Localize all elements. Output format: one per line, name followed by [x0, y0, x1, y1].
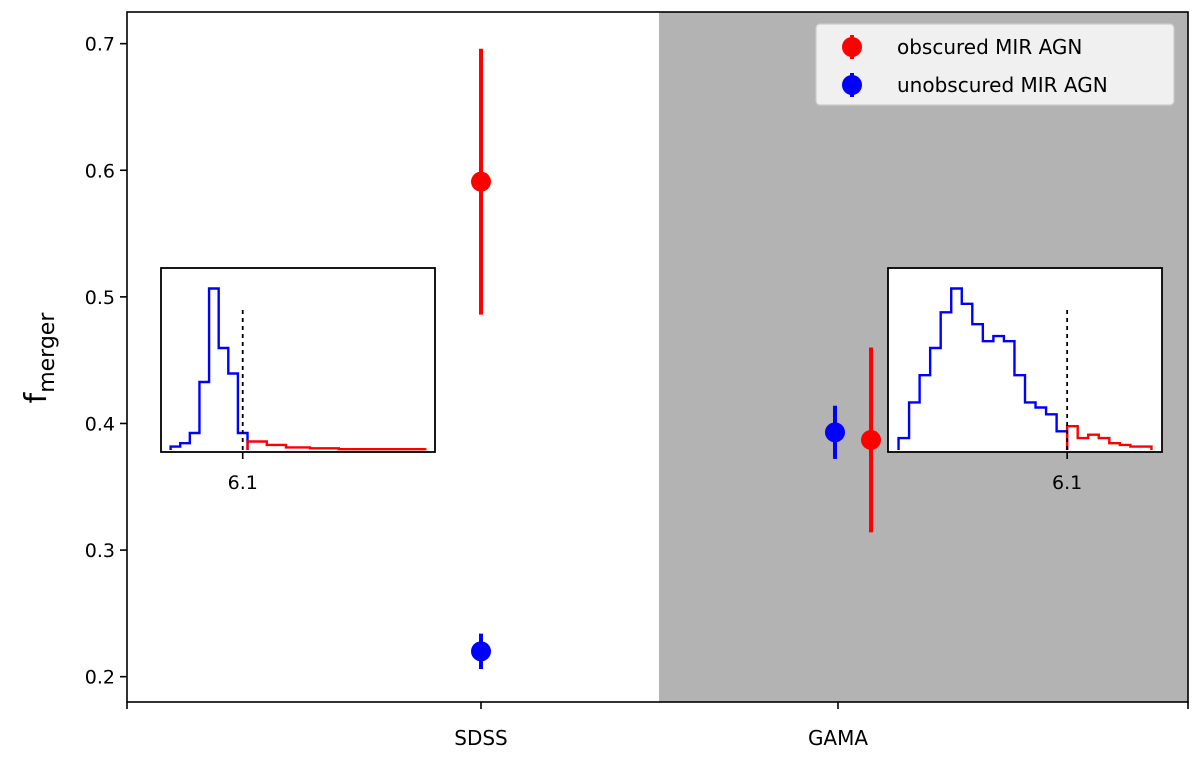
data-marks: [471, 48, 881, 670]
legend-label: unobscured MIR AGN: [897, 73, 1108, 97]
legend-box: [815, 23, 1175, 106]
y-tick-label: 0.5: [85, 287, 115, 309]
data-point: [471, 171, 491, 192]
y-tick-label: 0.6: [85, 160, 115, 182]
y-axis-label-main: f: [19, 391, 54, 403]
y-tick-label: 0.3: [85, 540, 115, 562]
plot-frame: [126, 11, 1189, 703]
data-point: [861, 429, 881, 450]
inset-blue-histogram: [897, 287, 1069, 450]
y-axis-label: fmerger: [19, 312, 60, 404]
y-tick-label: 0.2: [85, 667, 115, 689]
y-tick-label: 0.4: [85, 413, 115, 435]
inset-red-histogram: [246, 440, 427, 451]
x-axis: SDSS GAMA: [126, 702, 1189, 750]
y-axis-label-sub: merger: [35, 312, 60, 393]
inset-frame: [887, 267, 1163, 453]
legend-marker: [842, 37, 862, 57]
x-tick-label: SDSS: [454, 726, 508, 750]
legend-marker: [842, 75, 862, 95]
x-tick-label: GAMA: [808, 726, 868, 750]
inset-x-tick-label: 6.1: [228, 472, 258, 494]
inset-histograms: 6.1 6.1: [160, 267, 1163, 494]
inset-red-histogram: [1065, 425, 1153, 450]
inset-frame: [160, 267, 436, 453]
data-point: [825, 422, 845, 443]
legend: obscured MIR AGN unobscured MIR AGN: [815, 23, 1175, 106]
y-tick-label: 0.7: [85, 34, 115, 56]
data-point: [471, 641, 491, 662]
inset-blue-histogram: [169, 287, 249, 450]
inset-x-tick-label: 6.1: [1052, 472, 1082, 494]
inset-sdss: 6.1: [160, 267, 436, 494]
inset-gama: 6.1: [887, 267, 1163, 494]
y-axis: 0.2 0.3 0.4 0.5 0.6 0.7: [85, 34, 127, 689]
legend-label: obscured MIR AGN: [897, 35, 1082, 59]
